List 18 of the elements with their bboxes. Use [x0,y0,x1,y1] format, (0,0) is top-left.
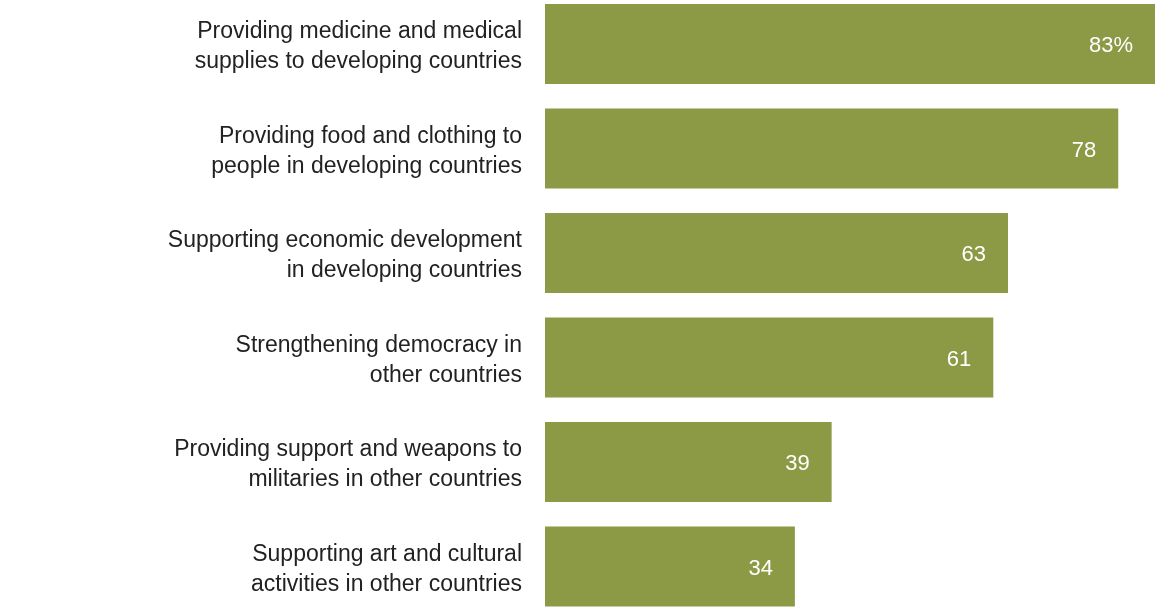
data-label: 63 [961,241,987,266]
y-tick-label: Strengthening democracy in other countries [235,330,522,387]
y-tick-label: Supporting economic development in developing countries [167,226,523,282]
bar [545,4,1155,84]
bar [545,526,795,607]
bar [545,213,1009,293]
data-label: 83% [1088,32,1133,57]
bar [545,108,1119,189]
data-label: 34 [748,554,773,580]
y-tick-label: Providing food and clothing to people in developing countries [211,121,522,178]
y-tick-label: Providing support and weapons to militaries in other countries [174,435,522,491]
data-label: 61 [946,345,972,371]
bar [545,317,994,398]
y-tick-label: Supporting art and cultural activities in other countries [250,539,522,596]
data-label: 78 [1071,136,1097,162]
data-label: 39 [785,450,810,475]
y-tick-label: Providing medicine and medical supplies to developing countries [194,17,522,73]
bar [545,422,832,502]
